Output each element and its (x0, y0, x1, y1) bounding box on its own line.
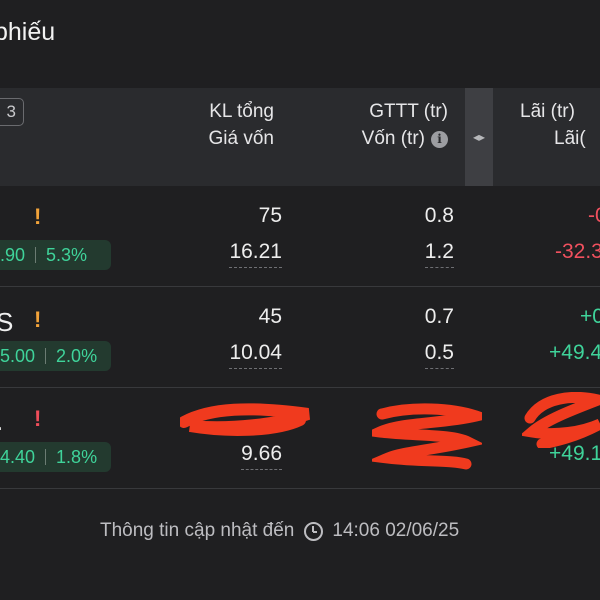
lai-pct-value: +49.1 (549, 442, 600, 465)
page-title: phiếu (0, 18, 56, 46)
table-header: 3 KL tổng Giá vốn GTTT (tr) Vốn (tr) i ◂▸… (0, 88, 600, 186)
header-col-lai[interactable]: Lãi (tr) Lãi( (520, 98, 600, 152)
column-scroll-handle[interactable]: ◂▸ (465, 88, 493, 186)
von-value: 1.2 (424, 240, 454, 268)
kl-tong-value: 75 (258, 204, 282, 227)
row-divider (0, 286, 600, 287)
count-badge[interactable]: 3 (0, 98, 24, 126)
header-gia-von: Giá vốn (208, 128, 274, 149)
update-label: Thông tin cập nhật đến (100, 520, 295, 541)
row-divider (0, 488, 600, 489)
lai-pct-value: -32.3 (555, 240, 600, 263)
von-value: 0.5 (424, 341, 454, 369)
price-value: 5.00 (0, 345, 36, 366)
gttt-value: 0.8 (424, 204, 454, 227)
warning-icon[interactable]: ! (34, 307, 42, 332)
lai-pct-value: +49.4 (549, 341, 600, 364)
kl-tong-value: 45 (258, 305, 282, 328)
table-row[interactable]: . ! 4.40 1.8% 9.66 +49.1 (0, 388, 600, 489)
table-row[interactable]: ! .90 5.3% 75 16.21 0.8 1.2 -0 -32.3 (0, 186, 600, 287)
redaction-scribble (180, 403, 311, 436)
header-col-gttt[interactable]: GTTT (tr) Vốn (tr) i (362, 98, 448, 152)
pill-separator (35, 247, 37, 263)
price-value: 4.40 (0, 446, 36, 467)
header-von: Vốn (tr) (361, 128, 425, 149)
redaction-scribble (372, 403, 482, 470)
gttt-value: 0.7 (424, 305, 454, 328)
gia-von-value: 16.21 (229, 240, 282, 268)
header-kl-tong: KL tổng (209, 101, 274, 122)
ticker-symbol: . (0, 406, 3, 437)
price-change-pill: 5.00 2.0% (0, 341, 111, 371)
warning-icon[interactable]: ! (34, 406, 42, 431)
row-divider (0, 387, 600, 388)
pill-separator (45, 449, 47, 465)
info-icon[interactable]: i (431, 131, 448, 148)
ticker-symbol: S (0, 307, 14, 337)
update-time: 14:06 02/06/25 (332, 520, 460, 541)
header-col-kl[interactable]: KL tổng Giá vốn (209, 98, 274, 152)
update-info: Thông tin cập nhật đến 14:06 02/06/25 (100, 520, 459, 542)
table-row[interactable]: S ! 5.00 2.0% 45 10.04 0.7 0.5 +0 +49.4 (0, 287, 600, 388)
lai-value: +0 (580, 305, 600, 328)
redaction-scribble (522, 392, 600, 448)
percent-change: 1.8% (56, 446, 98, 467)
percent-change: 2.0% (56, 345, 98, 366)
gia-von-value: 9.66 (241, 442, 282, 470)
price-change-pill: 4.40 1.8% (0, 442, 111, 472)
header-lai: Lãi (tr) (520, 101, 575, 122)
percent-change: 5.3% (46, 244, 88, 265)
header-gttt: GTTT (tr) (369, 101, 448, 122)
price-value: .90 (0, 244, 26, 265)
lai-value: -0 (588, 204, 600, 227)
pill-separator (45, 348, 47, 364)
price-change-pill: .90 5.3% (0, 240, 111, 270)
header-lai-pct: Lãi( (554, 128, 586, 149)
clock-icon (304, 521, 324, 541)
warning-icon[interactable]: ! (34, 204, 42, 229)
gia-von-value: 10.04 (229, 341, 282, 369)
